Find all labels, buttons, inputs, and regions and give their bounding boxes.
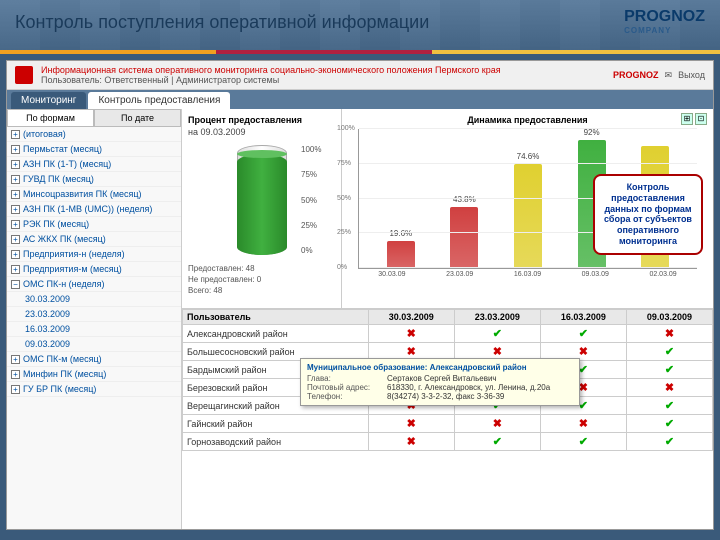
table-row[interactable]: Александровский район✖✔✔✖ — [183, 325, 713, 343]
logo-sub: COMPANY — [624, 26, 705, 35]
gauge-info: Предоставлен: 48Не предоставлен: 0Всего:… — [188, 263, 335, 297]
cross-icon: ✖ — [493, 346, 502, 358]
cross-icon: ✖ — [579, 382, 588, 394]
tree-item[interactable]: +Минфин ПК (месяц) — [7, 367, 181, 382]
check-icon: ✔ — [579, 364, 588, 376]
logo: PROGNOZ COMPANY — [624, 8, 705, 35]
tree-item[interactable]: +АЗН ПК (1-Т) (месяц) — [7, 157, 181, 172]
slide-header: Контроль поступления оперативной информа… — [0, 0, 720, 50]
mail-icon[interactable]: ✉ — [665, 70, 673, 81]
main-tab[interactable]: Мониторинг — [11, 92, 86, 109]
table-row[interactable]: Гайнский район✖✖✖✔ — [183, 415, 713, 433]
cross-icon: ✖ — [407, 418, 416, 430]
tree-item[interactable]: +АС ЖКХ ПК (месяц) — [7, 232, 181, 247]
page-title: Контроль поступления оперативной информа… — [15, 12, 429, 33]
bar: 43.8% — [450, 207, 478, 268]
tree-item[interactable]: +РЭК ПК (месяц) — [7, 217, 181, 232]
tree-child[interactable]: 30.03.2009 — [7, 292, 181, 307]
check-icon: ✔ — [579, 436, 588, 448]
region-emblem-icon — [15, 66, 33, 84]
check-icon: ✔ — [665, 364, 674, 376]
sidebar-tabs: По формамПо дате — [7, 109, 181, 127]
tool-icon[interactable]: ⊞ — [681, 113, 693, 125]
cross-icon: ✖ — [579, 346, 588, 358]
tree-item[interactable]: +ГУВД ПК (месяц) — [7, 172, 181, 187]
check-icon: ✔ — [665, 346, 674, 358]
tree-item[interactable]: +АЗН ПК (1-МВ (UMC)) (неделя) — [7, 202, 181, 217]
gauge-date: на 09.03.2009 — [188, 127, 335, 137]
sidebar-tab[interactable]: По формам — [7, 109, 94, 127]
chart-tools[interactable]: ⊞ ⊡ — [681, 113, 707, 125]
callout-bubble: Контроль предоставления данных по формам… — [593, 174, 703, 255]
cross-icon: ✖ — [665, 328, 674, 340]
main-tabs: МониторингКонтроль предоставления — [7, 90, 713, 109]
bar-chart-title: Динамика предоставления — [348, 115, 707, 125]
sidebar: По формамПо дате +(итоговая)+Пермьстат (… — [7, 109, 182, 529]
cross-icon: ✖ — [579, 418, 588, 430]
cross-icon: ✖ — [665, 382, 674, 394]
gauge-panel: Процент предоставления на 09.03.2009 100… — [182, 109, 342, 308]
tree-item[interactable]: +Предприятия-м (месяц) — [7, 262, 181, 277]
cross-icon: ✖ — [407, 436, 416, 448]
check-icon: ✔ — [665, 436, 674, 448]
tooltip-title: Муниципальное образование: Александровск… — [307, 363, 573, 372]
x-axis-labels: 30.03.0923.03.0916.03.0909.03.0902.03.09 — [358, 271, 697, 278]
tree-item[interactable]: +Минсоцразвития ПК (месяц) — [7, 187, 181, 202]
logo-text: PROGNOZ — [624, 8, 705, 25]
check-icon: ✔ — [579, 400, 588, 412]
bar: 19.6% — [387, 241, 415, 268]
table-row[interactable]: Горнозаводский район✖✔✔✔ — [183, 433, 713, 451]
app-title: Информационная система оперативного мони… — [41, 65, 501, 75]
bar-chart-panel: ⊞ ⊡ Динамика предоставления 19.6% 43.8% 74… — [342, 109, 713, 308]
main-content: Процент предоставления на 09.03.2009 100… — [182, 109, 713, 529]
tree-child[interactable]: 23.03.2009 — [7, 307, 181, 322]
check-icon: ✔ — [579, 328, 588, 340]
tree-item[interactable]: +Предприятия-н (неделя) — [7, 247, 181, 262]
tree-item[interactable]: +ОМС ПК-м (месяц) — [7, 352, 181, 367]
app-window: Информационная система оперативного мони… — [6, 60, 714, 530]
exit-link[interactable]: Выход — [678, 70, 705, 81]
check-icon: ✔ — [665, 418, 674, 430]
data-table-wrap: Пользователь30.03.200923.03.200916.03.20… — [182, 309, 713, 529]
gauge-title: Процент предоставления — [188, 115, 335, 125]
cross-icon: ✖ — [407, 328, 416, 340]
info-tooltip: Муниципальное образование: Александровск… — [300, 358, 580, 406]
tree-item[interactable]: +ГУ БР ПК (месяц) — [7, 382, 181, 397]
tree-item[interactable]: +(итоговая) — [7, 127, 181, 142]
check-icon: ✔ — [493, 328, 502, 340]
gauge-cylinder: 100%75%50%25%0% — [237, 145, 287, 255]
check-icon: ✔ — [665, 400, 674, 412]
breadcrumb: Пользователь: Ответственный | Администра… — [41, 75, 501, 85]
accent-bar — [0, 50, 720, 54]
main-tab[interactable]: Контроль предоставления — [88, 92, 230, 109]
tree-item[interactable]: −ОМС ПК-н (неделя) — [7, 277, 181, 292]
tool-icon[interactable]: ⊡ — [695, 113, 707, 125]
tree-item[interactable]: +Пермьстат (месяц) — [7, 142, 181, 157]
form-tree: +(итоговая)+Пермьстат (месяц)+АЗН ПК (1-… — [7, 127, 181, 397]
tree-child[interactable]: 16.03.2009 — [7, 322, 181, 337]
check-icon: ✔ — [493, 436, 502, 448]
app-titlebar: Информационная система оперативного мони… — [7, 61, 713, 90]
app-logo-small: PROGNOZ — [613, 70, 659, 81]
sidebar-tab[interactable]: По дате — [94, 109, 181, 127]
bar: 74.6% — [514, 164, 542, 268]
cross-icon: ✖ — [493, 418, 502, 430]
cross-icon: ✖ — [407, 346, 416, 358]
tree-child[interactable]: 09.03.2009 — [7, 337, 181, 352]
